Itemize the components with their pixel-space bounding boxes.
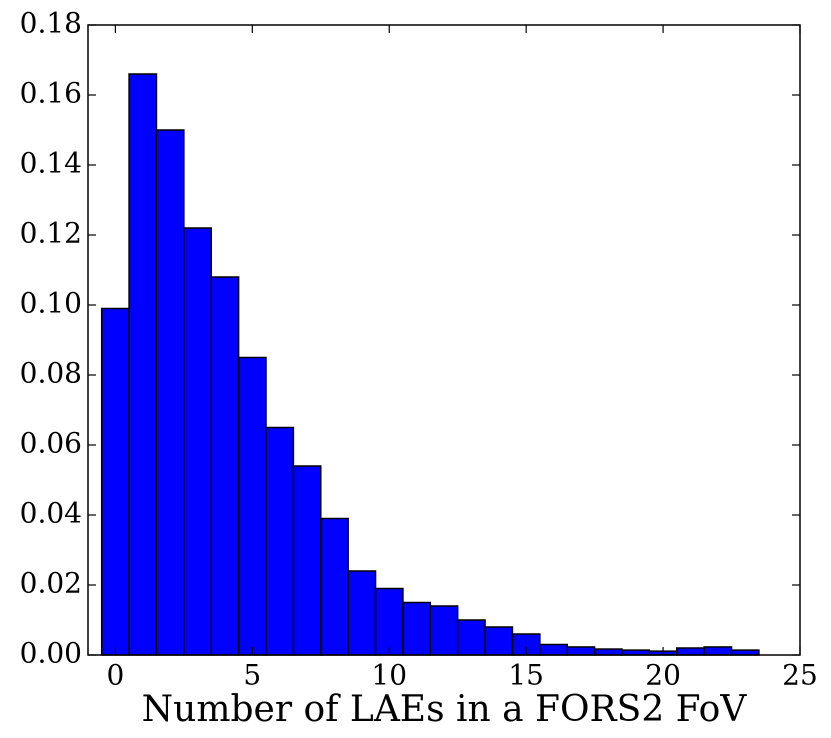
x-tick-label: 0 [106, 659, 124, 692]
bar [374, 587, 404, 656]
bar [100, 307, 130, 656]
y-tick-label: 0.14 [20, 147, 82, 180]
x-axis-label: Number of LAEs in a FORS2 FoV [142, 689, 748, 730]
y-tick-label: 0.02 [20, 567, 82, 600]
bar [484, 626, 514, 656]
bar [128, 73, 158, 656]
bar [347, 570, 377, 656]
y-tick-label: 0.10 [20, 287, 82, 320]
bar [210, 276, 240, 656]
bar [320, 517, 349, 656]
bar [402, 601, 432, 656]
y-tick-label: 0.00 [20, 637, 82, 670]
bar [292, 465, 322, 656]
y-tick-label: 0.06 [20, 427, 82, 460]
bar [703, 646, 733, 656]
x-tick-label: 15 [508, 659, 544, 692]
y-tick-label: 0.08 [20, 357, 82, 390]
bar [593, 648, 623, 656]
bar [155, 129, 185, 656]
plot-frame [87, 24, 801, 656]
y-tick-label: 0.12 [20, 217, 82, 250]
bar [566, 646, 596, 656]
x-tick-label: 10 [371, 659, 407, 692]
bar [183, 227, 212, 656]
bar [676, 647, 705, 656]
bar [456, 619, 486, 656]
x-tick-label: 20 [645, 659, 681, 692]
bar [539, 643, 568, 656]
x-tick-label: 25 [782, 659, 818, 692]
x-tick-label: 5 [243, 659, 261, 692]
bar [265, 426, 295, 656]
y-tick-label: 0.04 [20, 497, 82, 530]
bar [429, 605, 459, 656]
y-tick-label: 0.16 [20, 77, 82, 110]
bar [237, 356, 267, 656]
y-tick-label: 0.18 [20, 7, 82, 40]
